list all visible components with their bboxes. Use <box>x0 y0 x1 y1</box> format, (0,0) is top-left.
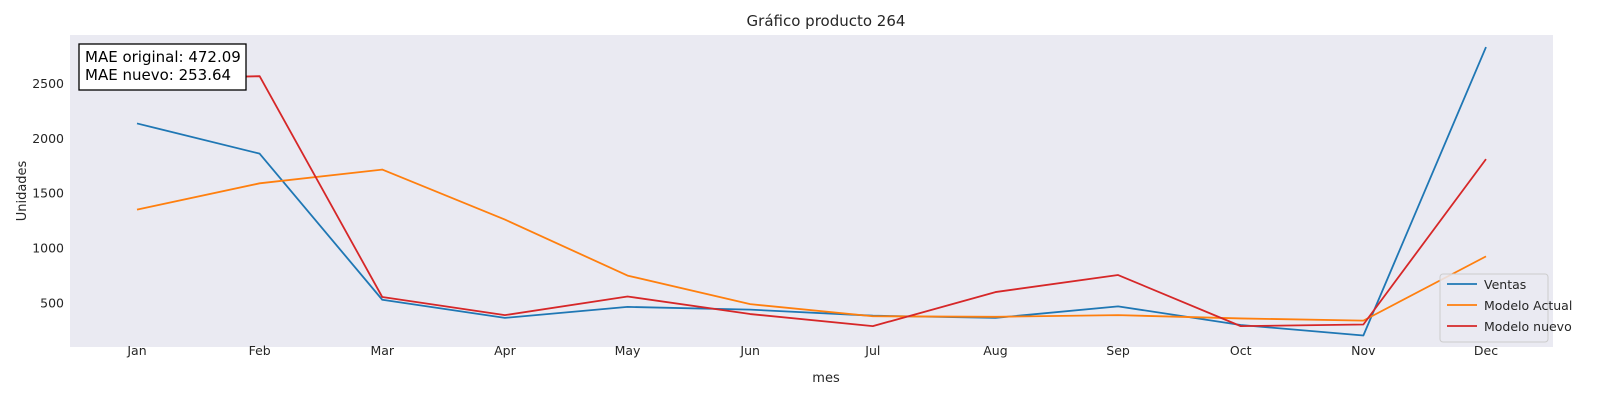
x-tick-label-may: May <box>615 343 641 358</box>
annotation-mae-original: MAE original: 472.09 <box>85 48 241 66</box>
x-tick-label-aug: Aug <box>983 343 1007 358</box>
annotation-mae-nuevo: MAE nuevo: 253.64 <box>85 66 231 84</box>
x-tick-label-jan: Jan <box>126 343 146 358</box>
chart-title: Gráfico producto 264 <box>747 12 906 30</box>
y-axis-label: Unidades <box>15 160 30 221</box>
mae-annotation: MAE original: 472.09 MAE nuevo: 253.64 <box>78 43 247 91</box>
series-line-modelo-nuevo <box>136 75 1487 328</box>
x-tick-label-jun: Jun <box>739 343 760 358</box>
y-tick-label-2500: 2500 <box>32 76 64 91</box>
x-tick-label-jul: Jul <box>864 343 880 358</box>
legend-label-ventas: Ventas <box>1484 277 1526 292</box>
legend-label-modelo-nuevo: Modelo nuevo <box>1484 319 1572 334</box>
x-tick-label-mar: Mar <box>370 343 394 358</box>
legend-box <box>1439 273 1549 343</box>
y-ticks: 500 1000 1500 2000 2500 <box>32 76 64 311</box>
plot-area <box>70 35 1553 347</box>
y-tick-label-1500: 1500 <box>32 186 64 201</box>
series-line-modelo-actual <box>136 168 1487 322</box>
y-tick-label-500: 500 <box>40 296 64 311</box>
x-tick-label-oct: Oct <box>1230 343 1252 358</box>
series-line-ventas <box>136 46 1487 337</box>
y-tick-label-2000: 2000 <box>32 131 64 146</box>
x-tick-label-dec: Dec <box>1474 343 1498 358</box>
x-tick-label-sep: Sep <box>1106 343 1130 358</box>
series-layer <box>136 46 1487 337</box>
x-axis-label: mes <box>812 371 840 386</box>
legend: Ventas Modelo Actual Modelo nuevo <box>1439 273 1572 343</box>
legend-label-modelo-actual: Modelo Actual <box>1484 298 1572 313</box>
x-ticks: Jan Feb Mar Apr May Jun Jul Aug Sep Oct Nov Dec <box>126 343 1498 358</box>
x-tick-label-nov: Nov <box>1351 343 1376 358</box>
y-tick-label-1000: 1000 <box>32 241 64 256</box>
x-tick-label-apr: Apr <box>494 343 516 358</box>
annotation-box <box>78 43 247 91</box>
x-tick-label-feb: Feb <box>249 343 271 358</box>
